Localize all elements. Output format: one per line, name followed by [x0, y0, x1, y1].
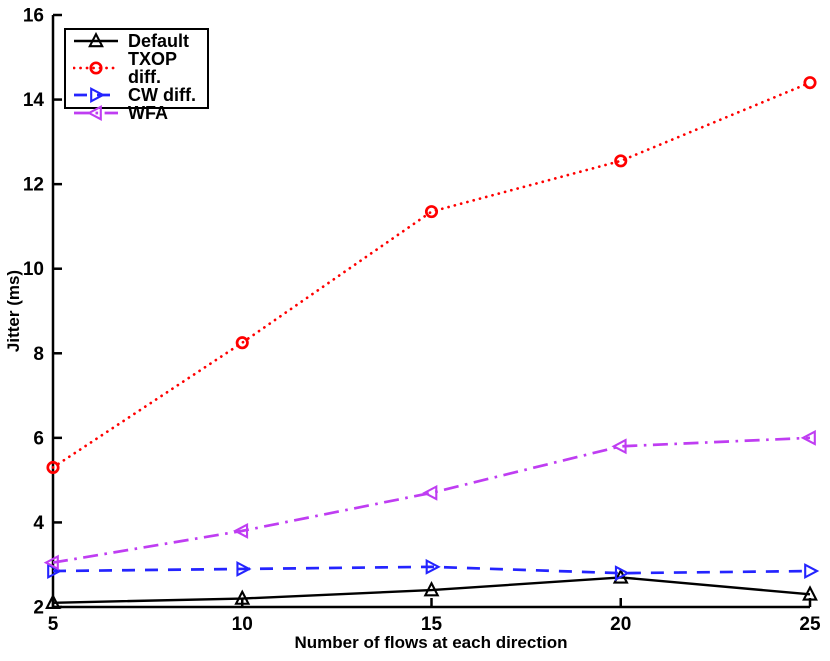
marker-triangle-up: [234, 589, 251, 605]
series-wfa: [43, 429, 816, 571]
legend-sample-txop-icon: [73, 61, 119, 75]
legend-label-txop: TXOP diff.: [128, 49, 177, 87]
y-tick-label: 8: [33, 344, 44, 365]
y-tick-label: 4: [33, 513, 44, 534]
legend-sample-wfa-icon: [74, 105, 118, 121]
legend-label-default: Default: [128, 31, 190, 51]
marker-triangle-up: [612, 568, 629, 584]
series-line: [52, 576, 811, 604]
series-txop-diff-: [46, 76, 817, 475]
series-default: [45, 568, 818, 610]
y-tick-label: 12: [23, 175, 44, 196]
y-tick-label: 16: [23, 6, 44, 27]
x-tick-label: 5: [48, 614, 59, 635]
legend-item-default: Default: [66, 32, 207, 50]
marker-triangle-left: [232, 522, 249, 539]
series-line: [51, 81, 812, 469]
marker-triangle-up: [423, 580, 440, 597]
marker-circle: [803, 76, 817, 90]
marker-triangle-right: [425, 558, 441, 575]
series-line: [52, 436, 811, 564]
marker-circle: [46, 460, 60, 475]
marker-triangle-left: [422, 484, 438, 501]
marker-triangle-up: [88, 32, 104, 48]
y-tick-label: 2: [33, 598, 44, 619]
axis-ticks: 2 4 6 8 10 12 14 16 5 10 15 20 25: [23, 6, 821, 636]
marker-triangle-left: [611, 438, 627, 455]
marker-circle: [614, 154, 628, 168]
marker-triangle-up: [802, 585, 818, 601]
x-tick-label: 10: [232, 614, 253, 635]
marker-triangle-left: [800, 429, 816, 446]
legend-sample-default-icon: [74, 32, 118, 48]
marker-triangle-up: [45, 593, 61, 610]
legend-item-cw: CW diff.: [66, 86, 207, 104]
legend-label-cw: CW diff.: [128, 85, 196, 105]
marker-triangle-left: [86, 105, 102, 121]
legend: Default TXOP diff. CW diff. WFA: [64, 28, 209, 122]
series-line: [52, 565, 811, 575]
marker-circle: [89, 61, 103, 75]
x-tick-label: 25: [799, 614, 821, 635]
marker-circle: [424, 205, 439, 219]
marker-circle: [235, 336, 249, 350]
y-tick-label: 10: [23, 259, 44, 280]
legend-item-wfa: WFA: [66, 104, 207, 122]
y-tick-label: 6: [33, 428, 44, 449]
y-tick-label: 14: [23, 90, 45, 111]
y-axis-label: Jitter (ms): [4, 269, 23, 353]
x-tick-label: 20: [610, 614, 631, 635]
marker-triangle-right: [236, 561, 252, 577]
legend-label-wfa: WFA: [128, 103, 168, 123]
marker-triangle-right: [804, 563, 820, 579]
x-axis-label: Number of flows at each direction: [294, 633, 568, 652]
marker-triangle-left: [43, 554, 59, 571]
marker-triangle-right: [90, 87, 106, 103]
series-cw-diff-: [47, 558, 820, 582]
legend-item-txop: TXOP diff.: [66, 50, 207, 86]
legend-sample-cw-icon: [74, 87, 118, 103]
x-tick-label: 15: [421, 614, 443, 635]
marker-triangle-right: [614, 565, 631, 582]
